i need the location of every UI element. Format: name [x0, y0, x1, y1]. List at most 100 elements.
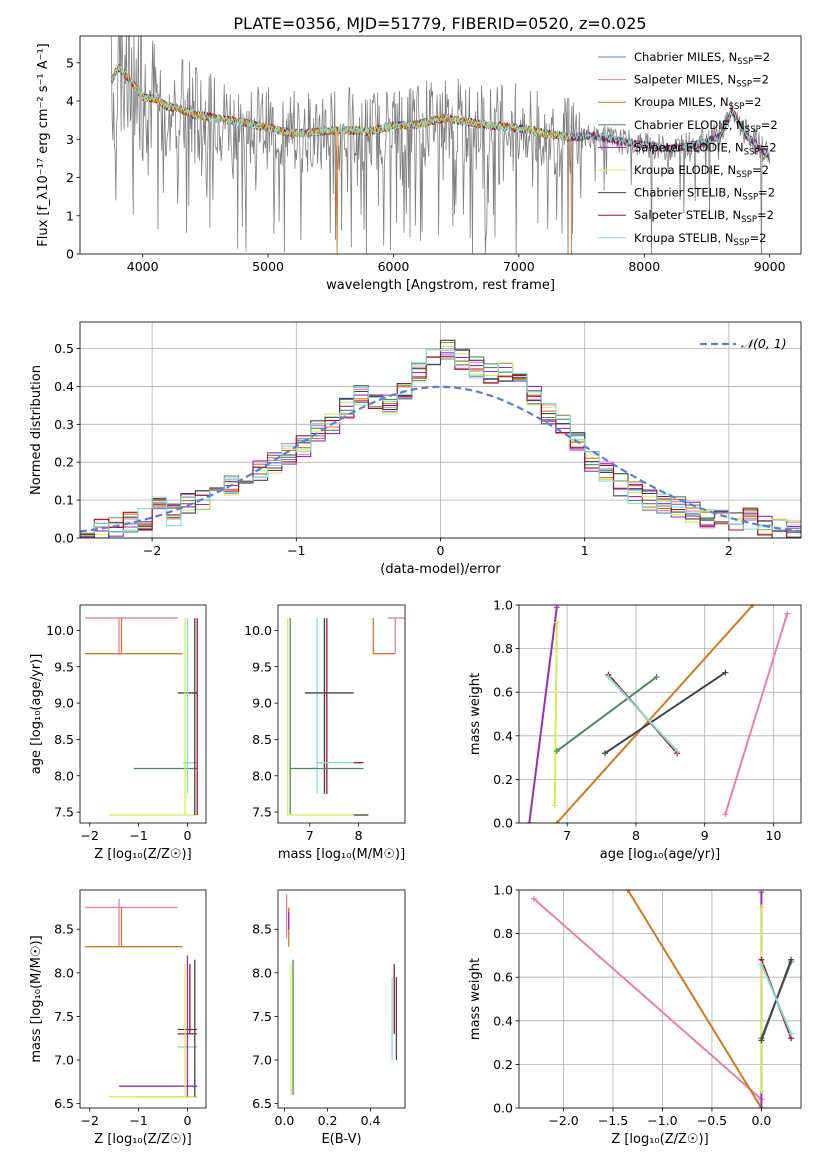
x-tick-label: 7	[306, 828, 314, 843]
y-tick-label: 7.5	[252, 805, 272, 820]
weight-marker	[758, 904, 765, 911]
legend-label: Chabrier STELIB, NSSP=2	[634, 186, 775, 203]
axes-frame	[277, 889, 406, 1109]
y-tick-label: 7.0	[54, 1053, 74, 1068]
weight-marker	[601, 750, 608, 757]
weight-line	[760, 963, 793, 1035]
y-tick-label: 0.2	[493, 1057, 513, 1072]
y-tick-label: 0.8	[493, 926, 513, 941]
x-tick-label: 4000	[127, 259, 159, 274]
y-tick-label: 0.0	[493, 816, 513, 831]
y-tick-label: 8.0	[54, 965, 74, 980]
legend-text: Salpeter STELIB, N	[634, 208, 741, 222]
axes-frame	[518, 889, 802, 1109]
panel-weight-vs-age: 7 8 9 10 0.0 0.2 0.4 0.6 0.8 1.0 age [log₁₀(age/yr…	[468, 598, 802, 862]
weight-marker	[788, 1030, 795, 1037]
axes-frame	[79, 321, 802, 539]
x-axis-label: Z [log₁₀(Z/Z☉)]	[94, 1132, 191, 1147]
x-tick-label: −1	[129, 1113, 147, 1128]
x-tick-label: 9	[701, 828, 709, 843]
plot-area	[80, 339, 801, 538]
legend-text: Chabrier STELIB, N	[634, 186, 742, 200]
x-tick-label: −2	[81, 1113, 99, 1128]
x-tick-label: 0.0	[275, 1113, 295, 1128]
x-tick-label: 8000	[628, 259, 660, 274]
panel-age-vs-mass: 7 8 7.5 8.0 8.5 9.0 9.5 10.0 mass [log₁₀(M/M☉)]	[244, 604, 406, 862]
x-tick-label: 0.0	[751, 1113, 771, 1128]
legend-suffix: =2	[749, 231, 766, 245]
legend-subscript: SSP	[729, 102, 745, 112]
observed-spectrum-line	[110, 36, 771, 254]
y-tick-label: 10.0	[244, 623, 272, 638]
plot-area	[110, 36, 771, 254]
legend-text: Salpeter ELODIE, N	[634, 140, 744, 154]
legend-label: Salpeter STELIB, NSSP=2	[634, 208, 774, 225]
x-axis-label: E(B-V)	[321, 1132, 361, 1147]
x-tick-label: 7	[563, 828, 571, 843]
panel-age-vs-z: −2 −1 0 7.5 8.0 8.5 9.0 9.5 10.0 Z [log₁₀(Z/Z☉)] a…	[29, 604, 207, 862]
y-tick-label: 0.2	[54, 455, 74, 470]
figure-title: PLATE=0356, MJD=51779, FIBERID=0520, z=0…	[233, 14, 646, 33]
y-tick-label: 9.0	[252, 696, 272, 711]
y-tick-label: 9.5	[54, 659, 74, 674]
x-tick-label: −1.0	[647, 1113, 677, 1128]
x-axis-label: Z [log₁₀(Z/Z☉)]	[94, 847, 191, 862]
axes-frame	[79, 889, 207, 1109]
legend-suffix: =2	[761, 118, 778, 132]
y-tick-label: 9.5	[252, 659, 272, 674]
weight-line	[528, 607, 558, 823]
weight-marker	[605, 673, 612, 680]
y-tick-label: 2	[66, 170, 74, 185]
y-tick-label: 8.5	[252, 732, 272, 747]
y-tick-label: 7.5	[252, 1009, 272, 1024]
weight-marker	[758, 961, 765, 968]
weight-line	[556, 605, 754, 823]
legend-label: Kroupa ELODIE, NSSP=2	[634, 163, 769, 180]
x-axis-label: mass [log₁₀(M/M☉)]	[278, 847, 405, 862]
y-tick-label: 3	[66, 132, 74, 147]
legend-text: Kroupa MILES, N	[634, 95, 729, 109]
legend-label: Kroupa STELIB, NSSP=2	[634, 231, 766, 248]
axes-frame	[79, 604, 207, 824]
legend-label: Salpeter MILES, NSSP=2	[634, 73, 769, 90]
axes-frame	[518, 604, 802, 824]
y-axis-label: Normed distribution	[29, 365, 44, 495]
x-tick-label: 0	[183, 828, 191, 843]
y-axis-label: mass [log₁₀(M/M☉)]	[29, 935, 44, 1062]
legend-text: Chabrier MILES, N	[634, 50, 737, 64]
x-tick-label: 0	[437, 543, 445, 558]
y-tick-label: 0.8	[493, 641, 513, 656]
y-tick-label: 10.0	[46, 623, 74, 638]
legend-suffix: =2	[760, 140, 777, 154]
y-tick-label: 6.5	[54, 1096, 74, 1111]
legend-subscript: SSP	[742, 193, 758, 203]
y-tick-label: 8.0	[252, 965, 272, 980]
x-tick-label: 10	[766, 828, 782, 843]
panel-residuals: −2 −1 0 1 2 0.0 0.1 0.2 0.3 0.4 0.5 (data-model)/er…	[29, 321, 802, 577]
y-tick-label: 0.0	[493, 1101, 513, 1116]
legend-suffix: =2	[758, 186, 775, 200]
y-tick-label: 0.6	[493, 685, 513, 700]
legend-label: 𝒩(0, 1)	[741, 336, 787, 351]
x-tick-label: 0.2	[318, 1113, 338, 1128]
weight-marker	[722, 669, 729, 676]
y-tick-label: 5	[66, 55, 74, 70]
legend-suffix: =2	[752, 163, 769, 177]
legend-label: Kroupa MILES, NSSP=2	[634, 95, 761, 112]
y-tick-label: 0.4	[54, 379, 74, 394]
y-axis-label: Flux [f_λ10⁻¹⁷ erg cm⁻² s⁻¹ A⁻¹]	[36, 43, 51, 247]
weight-line	[626, 890, 763, 1108]
x-tick-label: −2	[143, 543, 161, 558]
panel-mass-vs-z: −2 −1 0 6.5 7.0 7.5 8.0 8.5 Z [log₁₀(Z/Z☉)] mass …	[29, 889, 207, 1147]
x-tick-label: 9000	[754, 259, 786, 274]
y-tick-label: 0.4	[493, 728, 513, 743]
weight-marker	[530, 895, 537, 902]
y-tick-label: 6.5	[252, 1096, 272, 1111]
y-tick-label: 7.0	[252, 1053, 272, 1068]
legend-suffix: =2	[757, 208, 774, 222]
plot-area	[285, 894, 398, 1095]
x-tick-label: 7000	[503, 259, 535, 274]
x-tick-label: −2.0	[548, 1113, 578, 1128]
x-tick-label: 8	[632, 828, 640, 843]
